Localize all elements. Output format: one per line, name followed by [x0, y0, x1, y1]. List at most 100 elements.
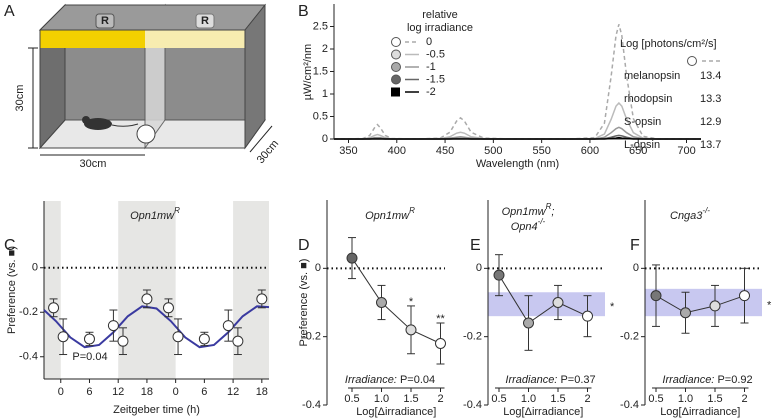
table-name: S-opsin — [624, 116, 661, 128]
panel-label: C — [4, 237, 16, 254]
spectrum-line — [334, 24, 701, 140]
title-text: Cnga3 — [670, 210, 703, 222]
x-tick-label: 600 — [581, 145, 599, 157]
top-frame — [38, 4, 267, 31]
y-tick-label: 0 — [315, 262, 321, 274]
table-name: melanopsin — [624, 70, 680, 82]
y-tick-label: -0.4 — [302, 399, 321, 411]
data-point — [650, 290, 662, 302]
legend-marker — [391, 37, 401, 47]
lamp-label: R — [101, 15, 109, 27]
dimension-label: 30cm — [14, 85, 26, 112]
panel-label: A — [4, 3, 15, 20]
x-tick-label: 0.5 — [344, 393, 359, 405]
y-tick-label: -0.2 — [302, 331, 321, 343]
table-value: 13.7 — [700, 139, 721, 151]
y-tick-label: -0.2 — [19, 306, 38, 318]
data-point — [739, 290, 750, 302]
panel-label: B — [298, 3, 309, 20]
annotation-value: P=0.37 — [560, 374, 595, 386]
y-tick-label: -0.4 — [620, 399, 639, 411]
lamp — [195, 13, 215, 29]
annotation-value: P=0.92 — [717, 374, 752, 386]
dark-phase — [44, 201, 61, 379]
data-point — [57, 331, 69, 343]
table-header: Log [photons/cm²/s] — [620, 38, 717, 50]
data-point — [680, 307, 691, 319]
y-axis-label: µW/cm²/nm — [302, 44, 314, 100]
x-tick-label: 12 — [227, 386, 239, 398]
x-axis-label: Log[Δirradiance] — [660, 406, 740, 418]
y-axis-label: Preference (vs. ■) — [298, 259, 310, 347]
x-axis-label: Log[Δirradiance] — [356, 406, 436, 418]
y-axis-label: Preference (vs. ■) — [6, 246, 18, 334]
legend-label: -1.5 — [426, 73, 445, 85]
legend-marker — [391, 62, 401, 72]
x-tick-label: 2 — [437, 393, 443, 405]
chart-title: Opn1mwR — [365, 206, 415, 222]
title-text: Opn1mw — [130, 210, 175, 222]
x-tick-label: 1.5 — [707, 393, 722, 405]
title-text: Opn1mw — [365, 210, 410, 222]
panel-label: E — [470, 237, 481, 254]
chart-title: Opn1mwR; — [502, 202, 555, 218]
x-tick-label: 12 — [112, 386, 124, 398]
table-value: 13.4 — [700, 70, 721, 82]
y-tick-label: -0.4 — [463, 399, 482, 411]
x-tick-label: 1.0 — [374, 393, 389, 405]
x-tick-label: 1.0 — [678, 393, 693, 405]
title-text: Opn1mw — [502, 206, 547, 218]
legend-marker — [391, 49, 401, 60]
data-point — [346, 252, 358, 264]
y-tick-label: 1.5 — [313, 65, 328, 77]
data-point — [582, 310, 593, 322]
connecting-line — [498, 274, 588, 324]
data-point — [256, 293, 268, 305]
title-superscript: R — [546, 202, 552, 211]
x-tick-label: 1.5 — [403, 393, 418, 405]
title-superscript: R — [409, 206, 415, 215]
data-point — [493, 269, 505, 281]
dimension-line — [249, 125, 273, 153]
y-tick-label: 0 — [633, 262, 639, 274]
table-name: rhodopsin — [624, 93, 672, 105]
x-tick-label: 350 — [339, 145, 357, 157]
significance: * — [409, 296, 414, 308]
tube — [136, 124, 156, 144]
mouse-tail — [111, 123, 139, 127]
x-tick-label: 2 — [741, 393, 747, 405]
legend-marker — [391, 74, 401, 85]
data-point — [405, 324, 417, 336]
right-wall — [244, 3, 266, 150]
spectrum-line — [334, 136, 701, 140]
y-tick-label: 2 — [322, 43, 328, 55]
mouse — [84, 118, 112, 130]
mouse-head — [82, 116, 90, 124]
connecting-line — [351, 257, 441, 344]
data-point — [552, 297, 564, 308]
y-tick-label: 0 — [32, 262, 38, 274]
chart-title: Opn4-/- — [511, 217, 546, 233]
y-tick-label: -0.2 — [620, 331, 639, 343]
data-point — [83, 333, 95, 345]
data-point — [709, 300, 721, 312]
x-tick-label: 6 — [86, 386, 92, 398]
annotation-label: Irradiance: — [505, 374, 557, 386]
x-tick-label: 0 — [58, 386, 64, 398]
band-label: * — [610, 301, 615, 313]
y-tick-label: 0 — [476, 262, 482, 274]
legend-label: -0.5 — [426, 48, 445, 60]
data-point — [222, 320, 234, 332]
x-tick-label: 550 — [532, 145, 550, 157]
light-strip — [40, 30, 145, 48]
x-axis-label: Log[Δirradiance] — [503, 406, 583, 418]
legend-title: relative — [422, 9, 457, 21]
x-tick-label: 18 — [256, 386, 268, 398]
data-point — [48, 302, 60, 314]
panel-labels: A B C D E F — [4, 3, 640, 254]
panel-label: D — [298, 237, 310, 254]
y-tick-label: -0.4 — [19, 351, 38, 363]
title-suffix: ; — [551, 206, 554, 218]
legend-marker — [391, 87, 400, 97]
